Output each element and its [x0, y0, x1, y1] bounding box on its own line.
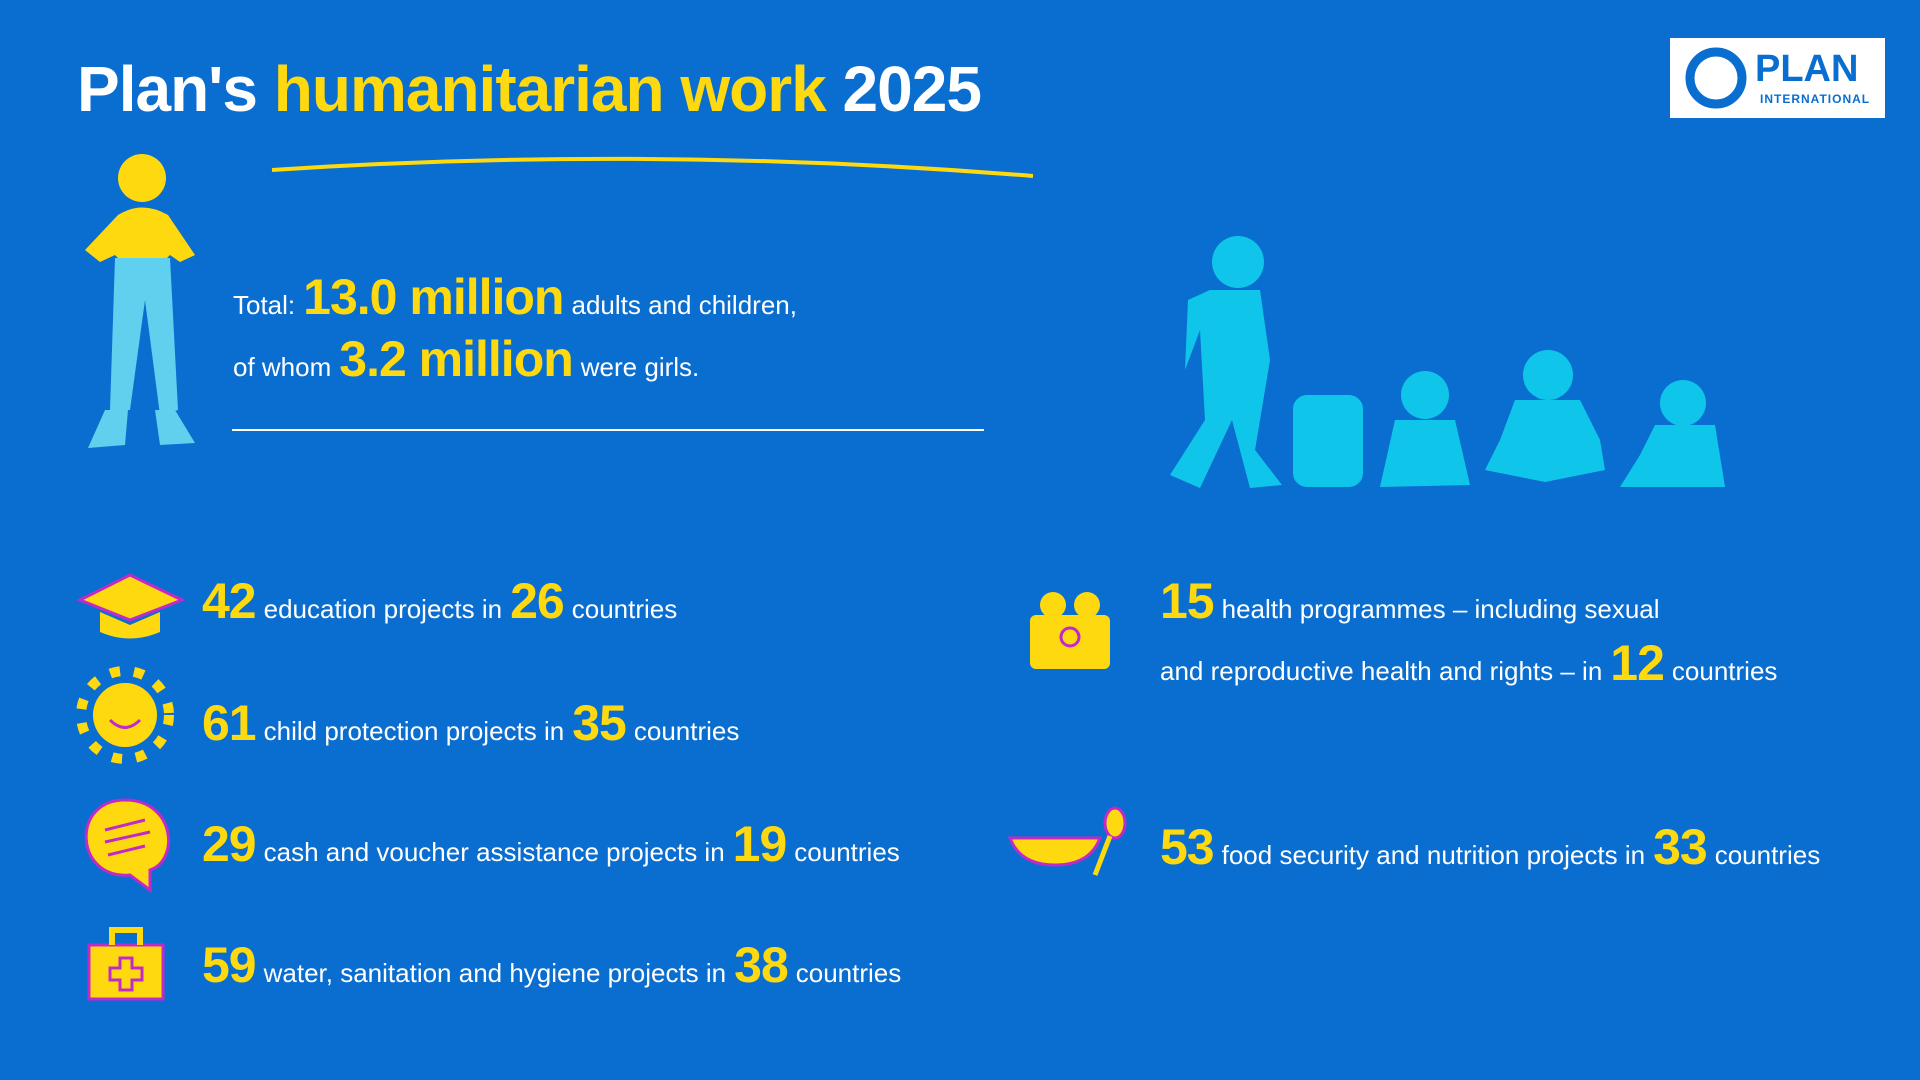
text: adults and children, — [571, 290, 797, 320]
text: of whom — [233, 352, 332, 382]
countries-count: 19 — [732, 816, 788, 872]
text: water, sanitation and hygiene projects i… — [263, 958, 727, 988]
stat-row: 29 cash and voucher assistance projects i… — [202, 815, 908, 873]
countries-count: 26 — [510, 573, 565, 629]
text: child protection projects in — [263, 716, 565, 746]
count: 15 — [1160, 573, 1215, 629]
text: food security and nutrition projects in — [1221, 840, 1646, 870]
unit: countries — [571, 594, 678, 624]
wash-icon — [87, 927, 165, 1001]
children-silhouettes — [1170, 236, 1725, 488]
title: Plan's humanitarian work 2025 — [77, 52, 982, 126]
total-line: Total: 13.0 million adults and children, — [233, 268, 797, 326]
stat-row: and reproductive health and rights – in 1… — [1160, 634, 1785, 692]
text: were girls. — [580, 352, 700, 382]
protection-icon — [76, 666, 174, 764]
count: 42 — [202, 573, 257, 629]
countries-count: 38 — [734, 937, 789, 993]
stat-row: 42 education projects in 26 countries — [202, 572, 685, 630]
title-lead: Plan's — [77, 53, 258, 125]
countries-count: 33 — [1653, 819, 1708, 875]
countries-count: 35 — [572, 695, 627, 751]
education-icon — [76, 573, 186, 639]
stat-row: 15 health programmes – including sexual — [1160, 572, 1668, 630]
logo-name: PLAN — [1755, 48, 1859, 90]
count: 53 — [1160, 819, 1215, 875]
stat-row: 61 child protection projects in 35 countrie… — [202, 694, 747, 752]
logo-sub: INTERNATIONAL — [1760, 92, 1871, 106]
stat-row: 59 water, sanitation and hygiene projects… — [202, 936, 909, 994]
count: 29 — [202, 816, 257, 872]
food-icon — [1007, 806, 1127, 876]
count: 59 — [202, 937, 257, 993]
unit: countries — [1671, 656, 1778, 686]
logo-mark — [1685, 47, 1747, 109]
figure: 13.0 million — [303, 269, 564, 325]
figure: 3.2 million — [339, 331, 574, 387]
title-year: 2025 — [842, 53, 982, 125]
unit: countries — [1714, 840, 1821, 870]
countries-count: 12 — [1610, 635, 1665, 691]
text: education projects in — [263, 594, 503, 624]
total-line: of whom 3.2 million were girls. — [233, 330, 699, 388]
stat-row: 53 food security and nutrition projects i… — [1160, 818, 1828, 876]
count: 61 — [202, 695, 257, 751]
cash-icon — [84, 798, 171, 893]
title-underline — [271, 156, 1034, 178]
unit: countries — [794, 837, 900, 867]
title-highlight: humanitarian work — [273, 53, 827, 125]
text: health programmes – including sexual — [1221, 594, 1660, 624]
unit: countries — [633, 716, 740, 746]
girl-silhouette — [85, 154, 195, 448]
text: and reproductive health and rights – in — [1160, 656, 1603, 686]
text: Total: — [233, 290, 296, 320]
health-icon — [1030, 592, 1110, 669]
text: cash and voucher assistance projects in — [263, 837, 725, 867]
unit: countries — [795, 958, 902, 988]
